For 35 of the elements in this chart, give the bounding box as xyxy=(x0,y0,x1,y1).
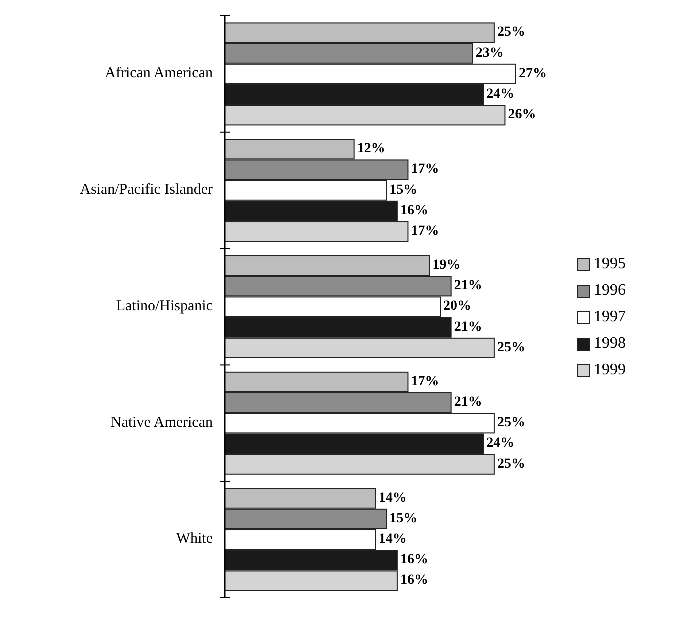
data-label: 25% xyxy=(497,416,526,431)
data-label: 12% xyxy=(357,142,386,157)
y-tick-label: African American xyxy=(105,66,214,82)
legend-label: 1999 xyxy=(594,362,626,379)
legend-label: 1996 xyxy=(594,282,626,300)
data-label: 17% xyxy=(411,224,440,240)
data-label: 25% xyxy=(497,340,526,356)
data-label: 17% xyxy=(411,374,440,390)
data-label: 15% xyxy=(390,511,418,526)
y-tick-label: Latino/Hispanic xyxy=(116,298,214,314)
data-label: 21% xyxy=(454,320,482,335)
data-label: 15% xyxy=(390,182,418,198)
data-label: 17% xyxy=(411,162,440,178)
data-label: 16% xyxy=(400,203,428,218)
data-label: 23% xyxy=(476,46,504,61)
legend-label: 1995 xyxy=(594,256,626,273)
data-label: 26% xyxy=(508,108,536,123)
data-label: 21% xyxy=(454,395,482,410)
y-tick-label: White xyxy=(176,531,214,548)
data-label: 24% xyxy=(486,87,515,102)
legend-label: 1998 xyxy=(594,335,626,352)
data-label: 25% xyxy=(497,456,526,472)
data-label: 21% xyxy=(454,278,482,294)
data-label: 24% xyxy=(486,436,515,452)
data-label: 16% xyxy=(400,573,428,588)
data-label: 14% xyxy=(378,490,407,506)
data-label: 20% xyxy=(444,299,472,314)
data-label: 16% xyxy=(400,552,428,568)
data-label: 14% xyxy=(378,532,407,548)
y-tick-label: Native American xyxy=(110,414,214,431)
data-label: 25% xyxy=(497,25,526,40)
legend-label: 1997 xyxy=(594,308,626,326)
y-tick-label: Asian/Pacific Islander xyxy=(80,182,213,198)
data-label: 19% xyxy=(432,258,461,274)
data-label: 27% xyxy=(519,66,547,82)
